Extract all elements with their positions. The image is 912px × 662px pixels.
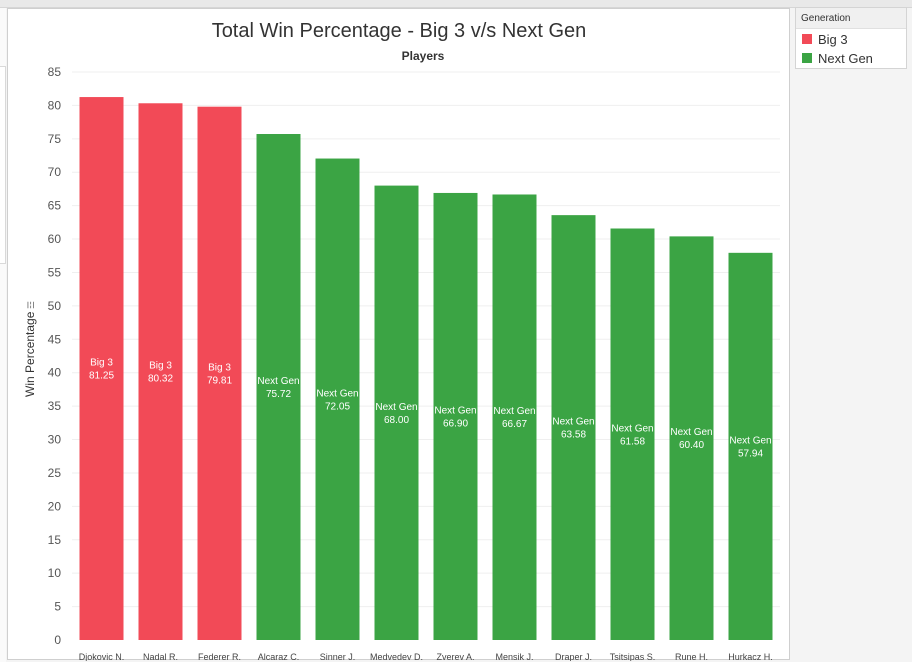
legend-label-next-gen: Next Gen: [818, 50, 873, 66]
x-tick-label: Tsitsipas S.: [610, 652, 656, 661]
y-tick-label-0: 0: [54, 633, 61, 647]
chart-panel: Total Win Percentage - Big 3 v/s Next Ge…: [7, 8, 790, 661]
sort-icon[interactable]: ☲: [26, 301, 36, 312]
bar-value-label: 80.32: [148, 374, 173, 385]
x-tick-label: Federer R.: [198, 652, 241, 661]
bar-group-label: Next Gen: [611, 423, 653, 434]
bar-group-label: Next Gen: [257, 376, 299, 387]
bar-group-label: Big 3: [90, 358, 113, 369]
bar-chart: Total Win Percentage - Big 3 v/s Next Ge…: [23, 20, 780, 661]
bar-medvedev-d-: [374, 185, 419, 640]
bar-group-label: Next Gen: [729, 435, 771, 446]
bar-hurkacz-h-: [728, 252, 773, 640]
x-tick-label: Zverev A.: [436, 652, 474, 661]
legend-swatch-big-3: [802, 34, 812, 44]
bar-group-label: Next Gen: [493, 406, 535, 417]
x-tick-label: Medvedev D.: [370, 652, 423, 661]
bar-value-label: 66.67: [502, 419, 527, 430]
y-tick-label-15: 15: [48, 533, 62, 547]
legend-swatch-next-gen: [802, 53, 812, 63]
x-tick-label: Alcaraz C.: [258, 652, 300, 661]
chart-title: Total Win Percentage - Big 3 v/s Next Ge…: [212, 20, 587, 42]
x-tick-label: Sinner J.: [320, 652, 356, 661]
y-tick-label-45: 45: [48, 332, 62, 346]
bar-djokovic-n-: [79, 97, 124, 640]
y-tick-label-85: 85: [48, 65, 62, 79]
bar-group-label: Big 3: [149, 361, 172, 372]
bar-value-label: 61.58: [620, 436, 645, 447]
bar-value-label: 81.25: [89, 371, 114, 382]
y-tick-label-20: 20: [48, 499, 62, 513]
left-side-panel: [0, 66, 6, 264]
x-tick-label: Rune H.: [675, 652, 708, 661]
bar-group-label: Next Gen: [316, 388, 358, 399]
bar-zverev-a-: [433, 192, 478, 640]
x-tick-label: Hurkacz H.: [728, 652, 773, 661]
bar-value-label: 57.94: [738, 448, 763, 459]
y-tick-label-60: 60: [48, 232, 62, 246]
bar-rune-h-: [669, 236, 714, 641]
y-tick-label-50: 50: [48, 299, 62, 313]
y-tick-label-55: 55: [48, 265, 62, 279]
y-axis-title: Win Percentage ☲: [23, 301, 37, 397]
left-edge: [0, 8, 6, 662]
bar-group-label: Next Gen: [670, 427, 712, 438]
top-toolbar-strip: [0, 0, 912, 8]
bar-tsitsipas-s-: [610, 228, 655, 640]
x-tick-label: Nadal R.: [143, 652, 178, 661]
bar-value-label: 63.58: [561, 430, 586, 441]
bar-alcaraz-c-: [256, 134, 301, 640]
y-tick-label-70: 70: [48, 165, 62, 179]
bar-nadal-r-: [138, 103, 183, 640]
legend[interactable]: Generation Big 3 Next Gen: [795, 7, 907, 69]
bar-group-label: Next Gen: [552, 417, 594, 428]
legend-title: Generation: [796, 8, 906, 29]
bar-mensik-j-: [492, 194, 537, 640]
legend-label-big-3: Big 3: [818, 31, 848, 47]
y-tick-label-80: 80: [48, 98, 62, 112]
chart-subtitle: Players: [402, 49, 445, 63]
legend-item-next-gen[interactable]: Next Gen: [802, 49, 873, 67]
bar-sinner-j-: [315, 158, 360, 640]
bar-group-label: Next Gen: [375, 402, 417, 413]
y-tick-label-40: 40: [48, 366, 62, 380]
bar-draper-j-: [551, 215, 596, 641]
y-tick-label-35: 35: [48, 399, 62, 413]
y-tick-label-10: 10: [48, 566, 62, 580]
bar-value-label: 68.00: [384, 415, 409, 426]
x-tick-label: Mensik J.: [495, 652, 533, 661]
y-tick-label-25: 25: [48, 466, 62, 480]
y-tick-label-5: 5: [54, 600, 61, 614]
y-tick-label-75: 75: [48, 132, 62, 146]
bar-value-label: 66.90: [443, 418, 468, 429]
x-tick-label: Djokovic N.: [79, 652, 125, 661]
right-background: [792, 70, 912, 662]
legend-item-big-3[interactable]: Big 3: [802, 30, 848, 48]
x-tick-label: Draper J.: [555, 652, 592, 661]
bar-group-label: Next Gen: [434, 405, 476, 416]
bar-federer-r-: [197, 106, 242, 641]
bar-value-label: 75.72: [266, 389, 291, 400]
bar-value-label: 60.40: [679, 440, 704, 451]
y-tick-label-65: 65: [48, 199, 62, 213]
y-tick-label-30: 30: [48, 433, 62, 447]
bar-value-label: 72.05: [325, 401, 350, 412]
bar-value-label: 79.81: [207, 375, 232, 386]
bar-group-label: Big 3: [208, 362, 231, 373]
